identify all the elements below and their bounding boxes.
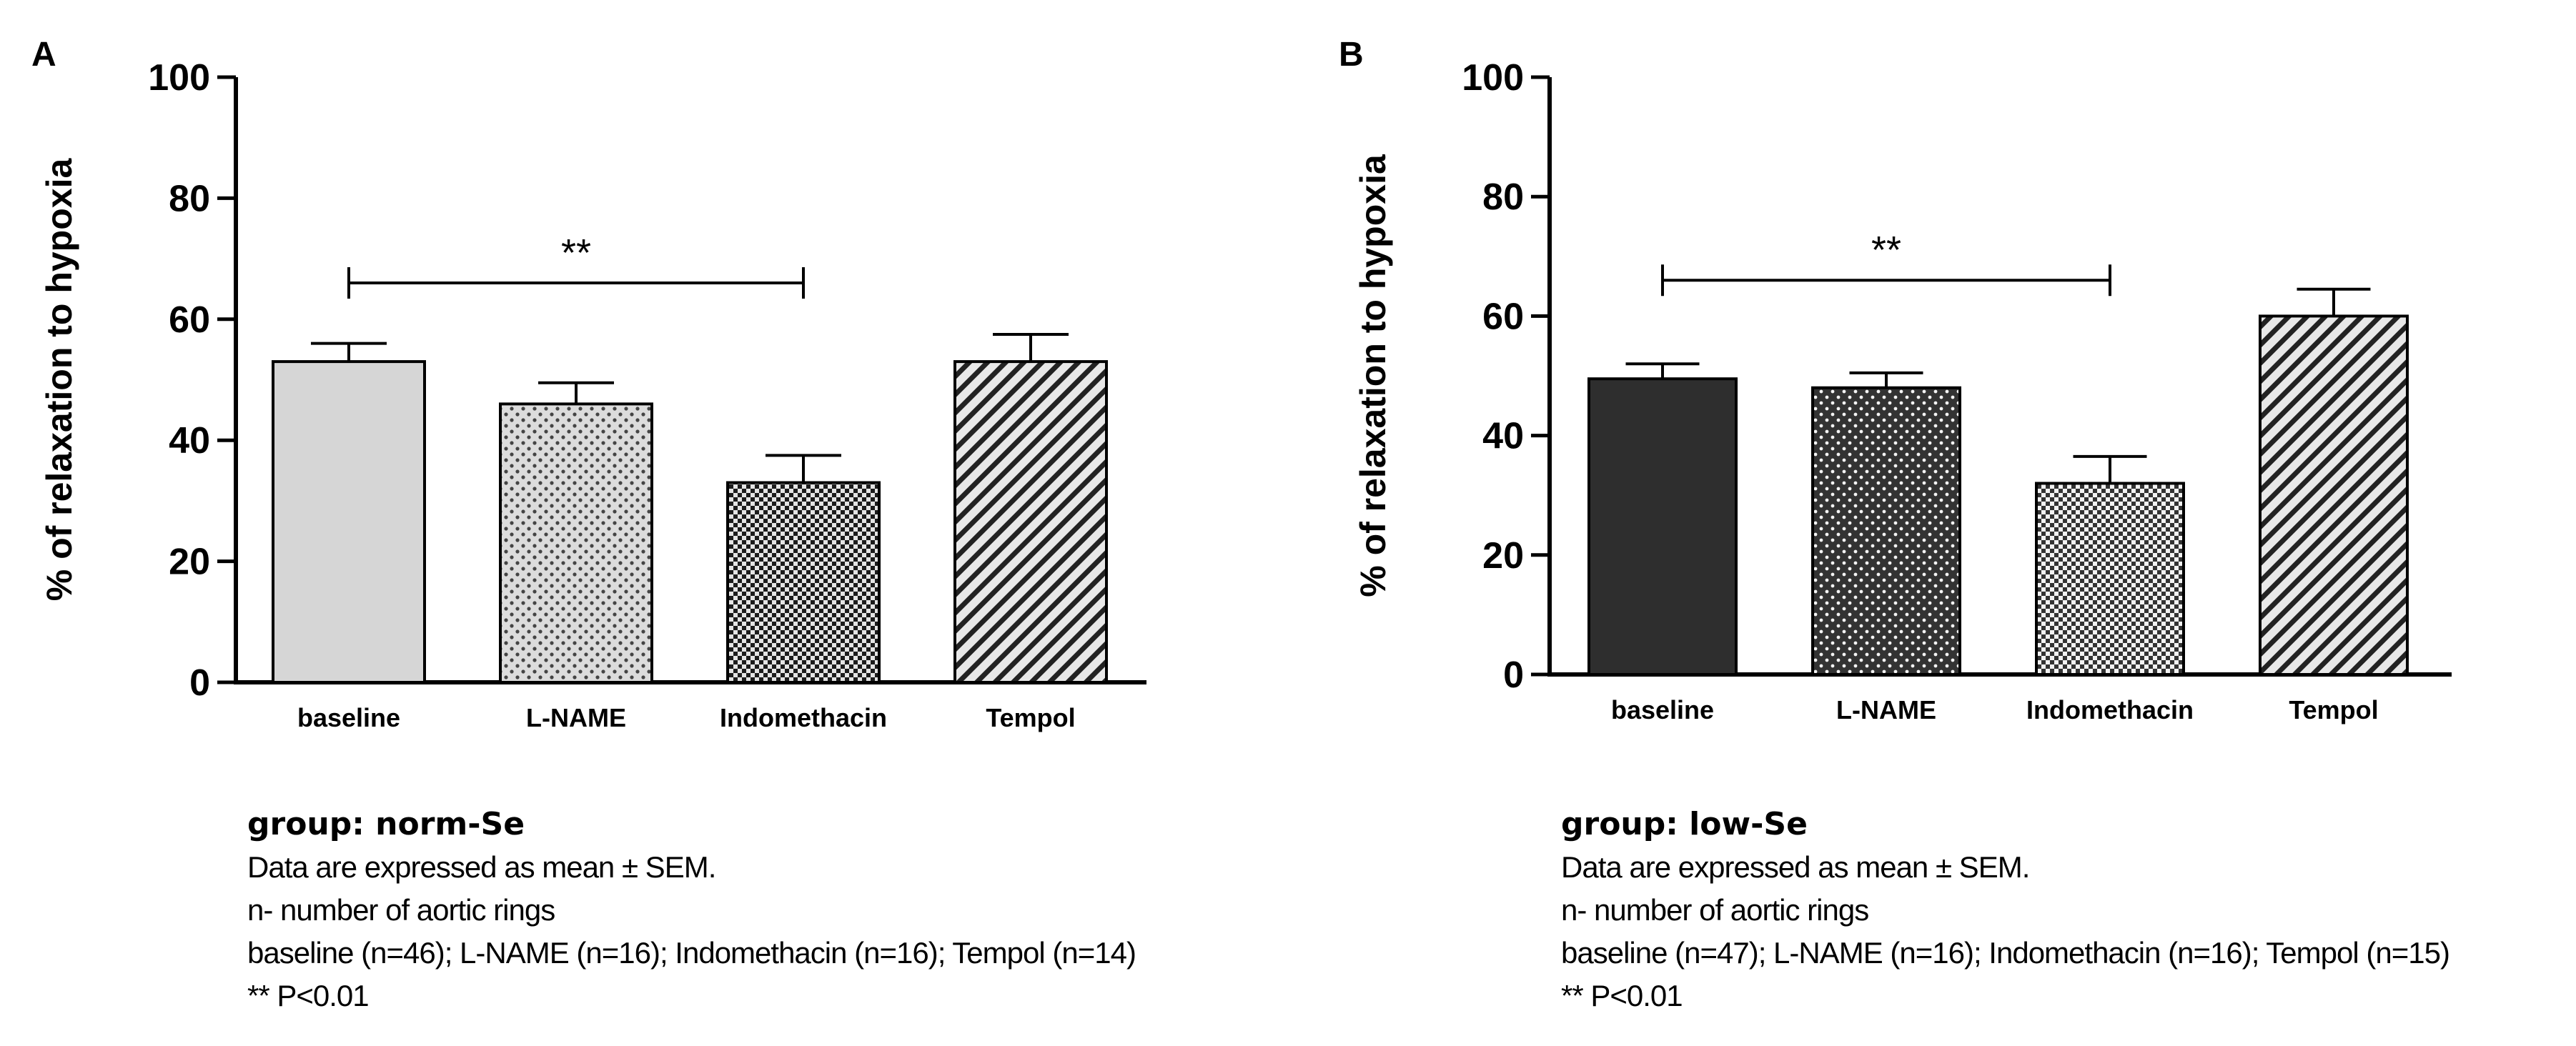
panel-letter: A xyxy=(31,36,56,74)
caption-line-sample-sizes: baseline (n=46); L-NAME (n=16); Indometh… xyxy=(247,936,1136,970)
panel-letter: B xyxy=(1339,36,1364,74)
caption-title: group: norm-Se xyxy=(247,806,525,842)
y-tick-label: 0 xyxy=(189,662,210,704)
y-axis-label: % of relaxation to hypoxia xyxy=(1353,154,1393,597)
y-tick-label: 40 xyxy=(1482,416,1524,457)
x-tick-label: Indomethacin xyxy=(2026,695,2194,724)
x-tick-label: Tempol xyxy=(2289,695,2378,724)
bar-baseline xyxy=(1587,377,1738,676)
caption-line-p-value: ** P<0.01 xyxy=(247,979,370,1012)
y-tick-label: 60 xyxy=(169,299,210,341)
panel-a: A % of relaxation to hypoxia 0 20 40 60 80 100 b… xyxy=(31,36,1146,732)
x-tick-label: baseline xyxy=(297,703,400,732)
x-tick-label: L-NAME xyxy=(1836,695,1936,724)
caption-line-data-expression: Data are expressed as mean ± SEM. xyxy=(247,850,716,884)
caption-line-sample-sizes: baseline (n=47); L-NAME (n=16); Indometh… xyxy=(1561,936,2450,970)
caption-line-n-definition: n- number of aortic rings xyxy=(1561,893,1869,927)
y-tick-label: 20 xyxy=(1482,535,1524,577)
y-tick-label: 100 xyxy=(1462,57,1524,99)
bar-l-name xyxy=(499,402,653,684)
y-tick-label: 80 xyxy=(169,178,210,219)
bar-tempol xyxy=(2259,314,2409,676)
caption-line-p-value: ** P<0.01 xyxy=(1561,979,1683,1012)
y-axis-label: % of relaxation to hypoxia xyxy=(39,158,79,602)
y-tick-label: 0 xyxy=(1503,654,1524,696)
y-tick-label: 100 xyxy=(148,57,210,99)
panel-b: B % of relaxation to hypoxia 0 20 40 60 80 100 b… xyxy=(1339,36,2452,724)
y-tick-label: 60 xyxy=(1482,296,1524,337)
bar-indomethacin xyxy=(726,481,881,684)
x-tick-label: baseline xyxy=(1611,695,1714,724)
significance-label: ** xyxy=(1871,229,1901,272)
bar-l-name xyxy=(1811,386,1961,676)
y-tick-label: 40 xyxy=(169,420,210,462)
x-tick-label: L-NAME xyxy=(526,703,626,732)
y-tick-label: 20 xyxy=(169,542,210,583)
caption-line-n-definition: n- number of aortic rings xyxy=(247,893,555,927)
bar-indomethacin xyxy=(2035,482,2185,676)
x-tick-label: Indomethacin xyxy=(720,703,887,732)
significance-label: ** xyxy=(561,231,591,274)
caption-panel-a: group: norm-Se Data are expressed as mea… xyxy=(247,803,1391,1017)
x-tick-label: Tempol xyxy=(986,703,1075,732)
bar-baseline xyxy=(272,360,426,684)
caption-panel-b: group: low-Se Data are expressed as mean… xyxy=(1561,803,2576,1017)
bar-tempol xyxy=(953,360,1108,684)
caption-title: group: low-Se xyxy=(1561,806,1808,842)
y-tick-label: 80 xyxy=(1482,176,1524,218)
caption-line-data-expression: Data are expressed as mean ± SEM. xyxy=(1561,850,2030,884)
